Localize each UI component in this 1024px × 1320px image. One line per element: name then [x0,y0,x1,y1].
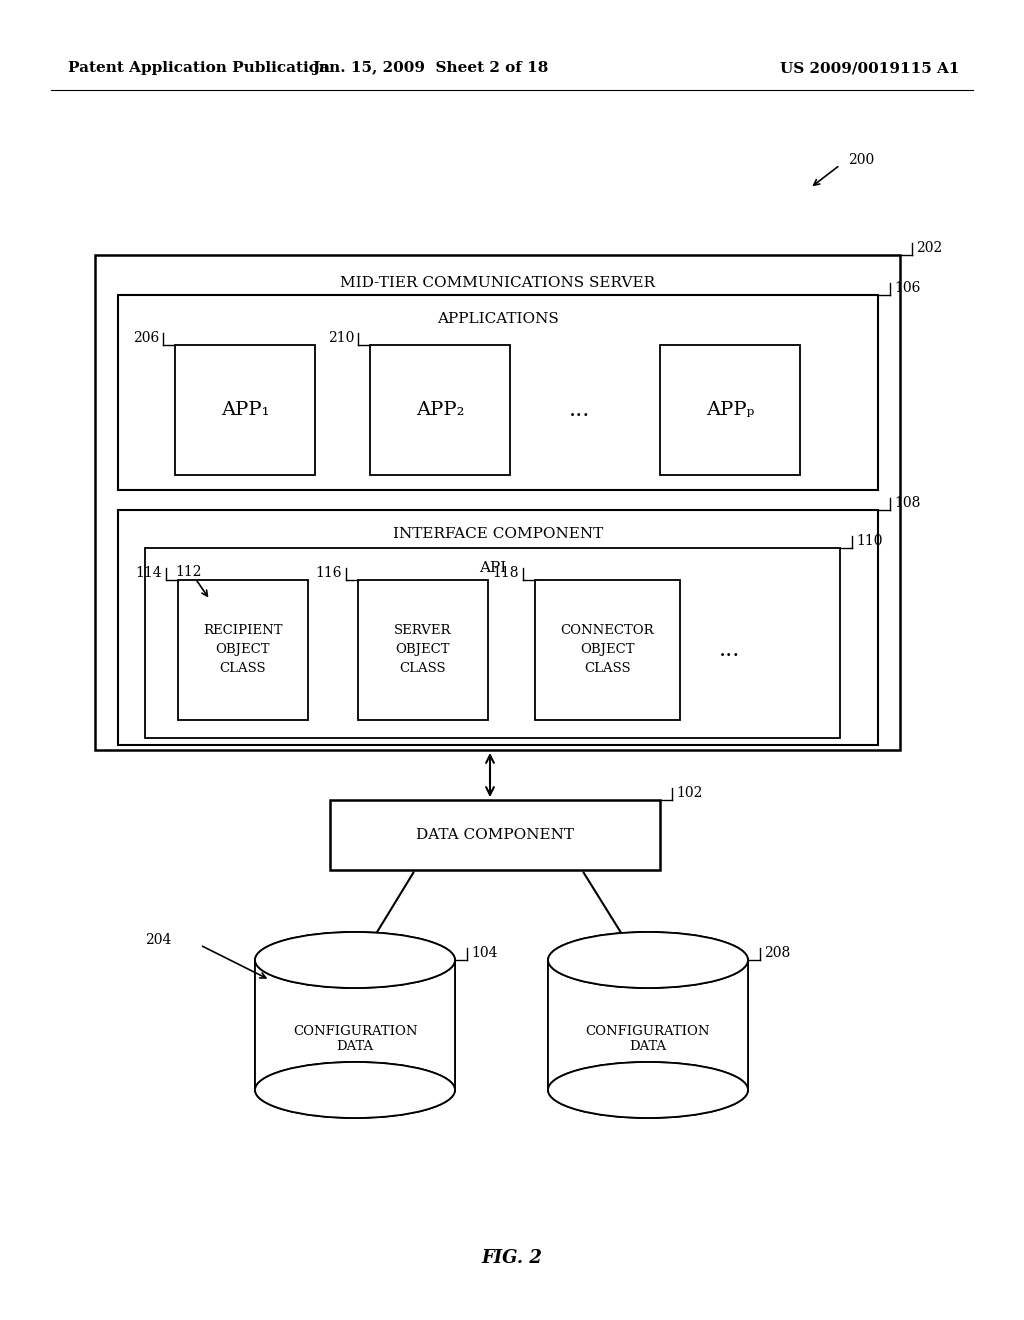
Text: 102: 102 [676,785,702,800]
Ellipse shape [548,1063,748,1118]
Bar [118,294,878,490]
Bar [178,579,308,719]
Text: 114: 114 [135,566,162,579]
Bar [175,345,315,475]
Bar [330,800,660,870]
Text: SERVER
OBJECT
CLASS: SERVER OBJECT CLASS [394,624,452,676]
Text: Patent Application Publication: Patent Application Publication [68,61,330,75]
Text: 108: 108 [894,496,921,510]
Text: API: API [479,561,506,576]
Bar [95,255,900,750]
Text: APP₁: APP₁ [221,401,269,418]
Text: ...: ... [569,399,591,421]
Ellipse shape [255,932,455,987]
Bar [358,579,488,719]
Text: APPₚ: APPₚ [706,401,755,418]
Text: MID-TIER COMMUNICATIONS SERVER: MID-TIER COMMUNICATIONS SERVER [340,276,655,290]
Text: INTERFACE COMPONENT: INTERFACE COMPONENT [393,527,603,541]
Ellipse shape [548,932,748,987]
Bar [548,960,748,1090]
Ellipse shape [255,932,455,987]
Text: 208: 208 [764,946,791,960]
Text: CONFIGURATION
DATA: CONFIGURATION DATA [293,1026,417,1053]
Text: ...: ... [719,639,740,661]
Text: DATA COMPONENT: DATA COMPONENT [416,828,574,842]
Text: APPLICATIONS: APPLICATIONS [437,312,559,326]
Text: 104: 104 [471,946,498,960]
Ellipse shape [548,932,748,987]
Text: 106: 106 [894,281,921,294]
Ellipse shape [255,1063,455,1118]
Text: Jan. 15, 2009  Sheet 2 of 18: Jan. 15, 2009 Sheet 2 of 18 [312,61,548,75]
Bar [535,579,680,719]
Bar [255,960,455,1090]
Text: 202: 202 [916,242,942,255]
Text: 200: 200 [848,153,874,168]
Ellipse shape [255,1063,455,1118]
Text: 116: 116 [315,566,342,579]
Text: CONFIGURATION
DATA: CONFIGURATION DATA [586,1026,711,1053]
Bar [370,345,510,475]
Text: 110: 110 [856,535,883,548]
Bar [660,345,800,475]
Text: 118: 118 [493,566,519,579]
Text: CONNECTOR
OBJECT
CLASS: CONNECTOR OBJECT CLASS [561,624,654,676]
Text: FIG. 2: FIG. 2 [481,1249,543,1267]
Bar [118,510,878,744]
Text: 206: 206 [133,331,159,345]
Text: 210: 210 [328,331,354,345]
Text: 112: 112 [175,565,202,579]
Text: APP₂: APP₂ [416,401,464,418]
Bar [145,548,840,738]
Text: 204: 204 [145,933,171,946]
Text: US 2009/0019115 A1: US 2009/0019115 A1 [780,61,959,75]
Text: RECIPIENT
OBJECT
CLASS: RECIPIENT OBJECT CLASS [203,624,283,676]
Ellipse shape [548,1063,748,1118]
